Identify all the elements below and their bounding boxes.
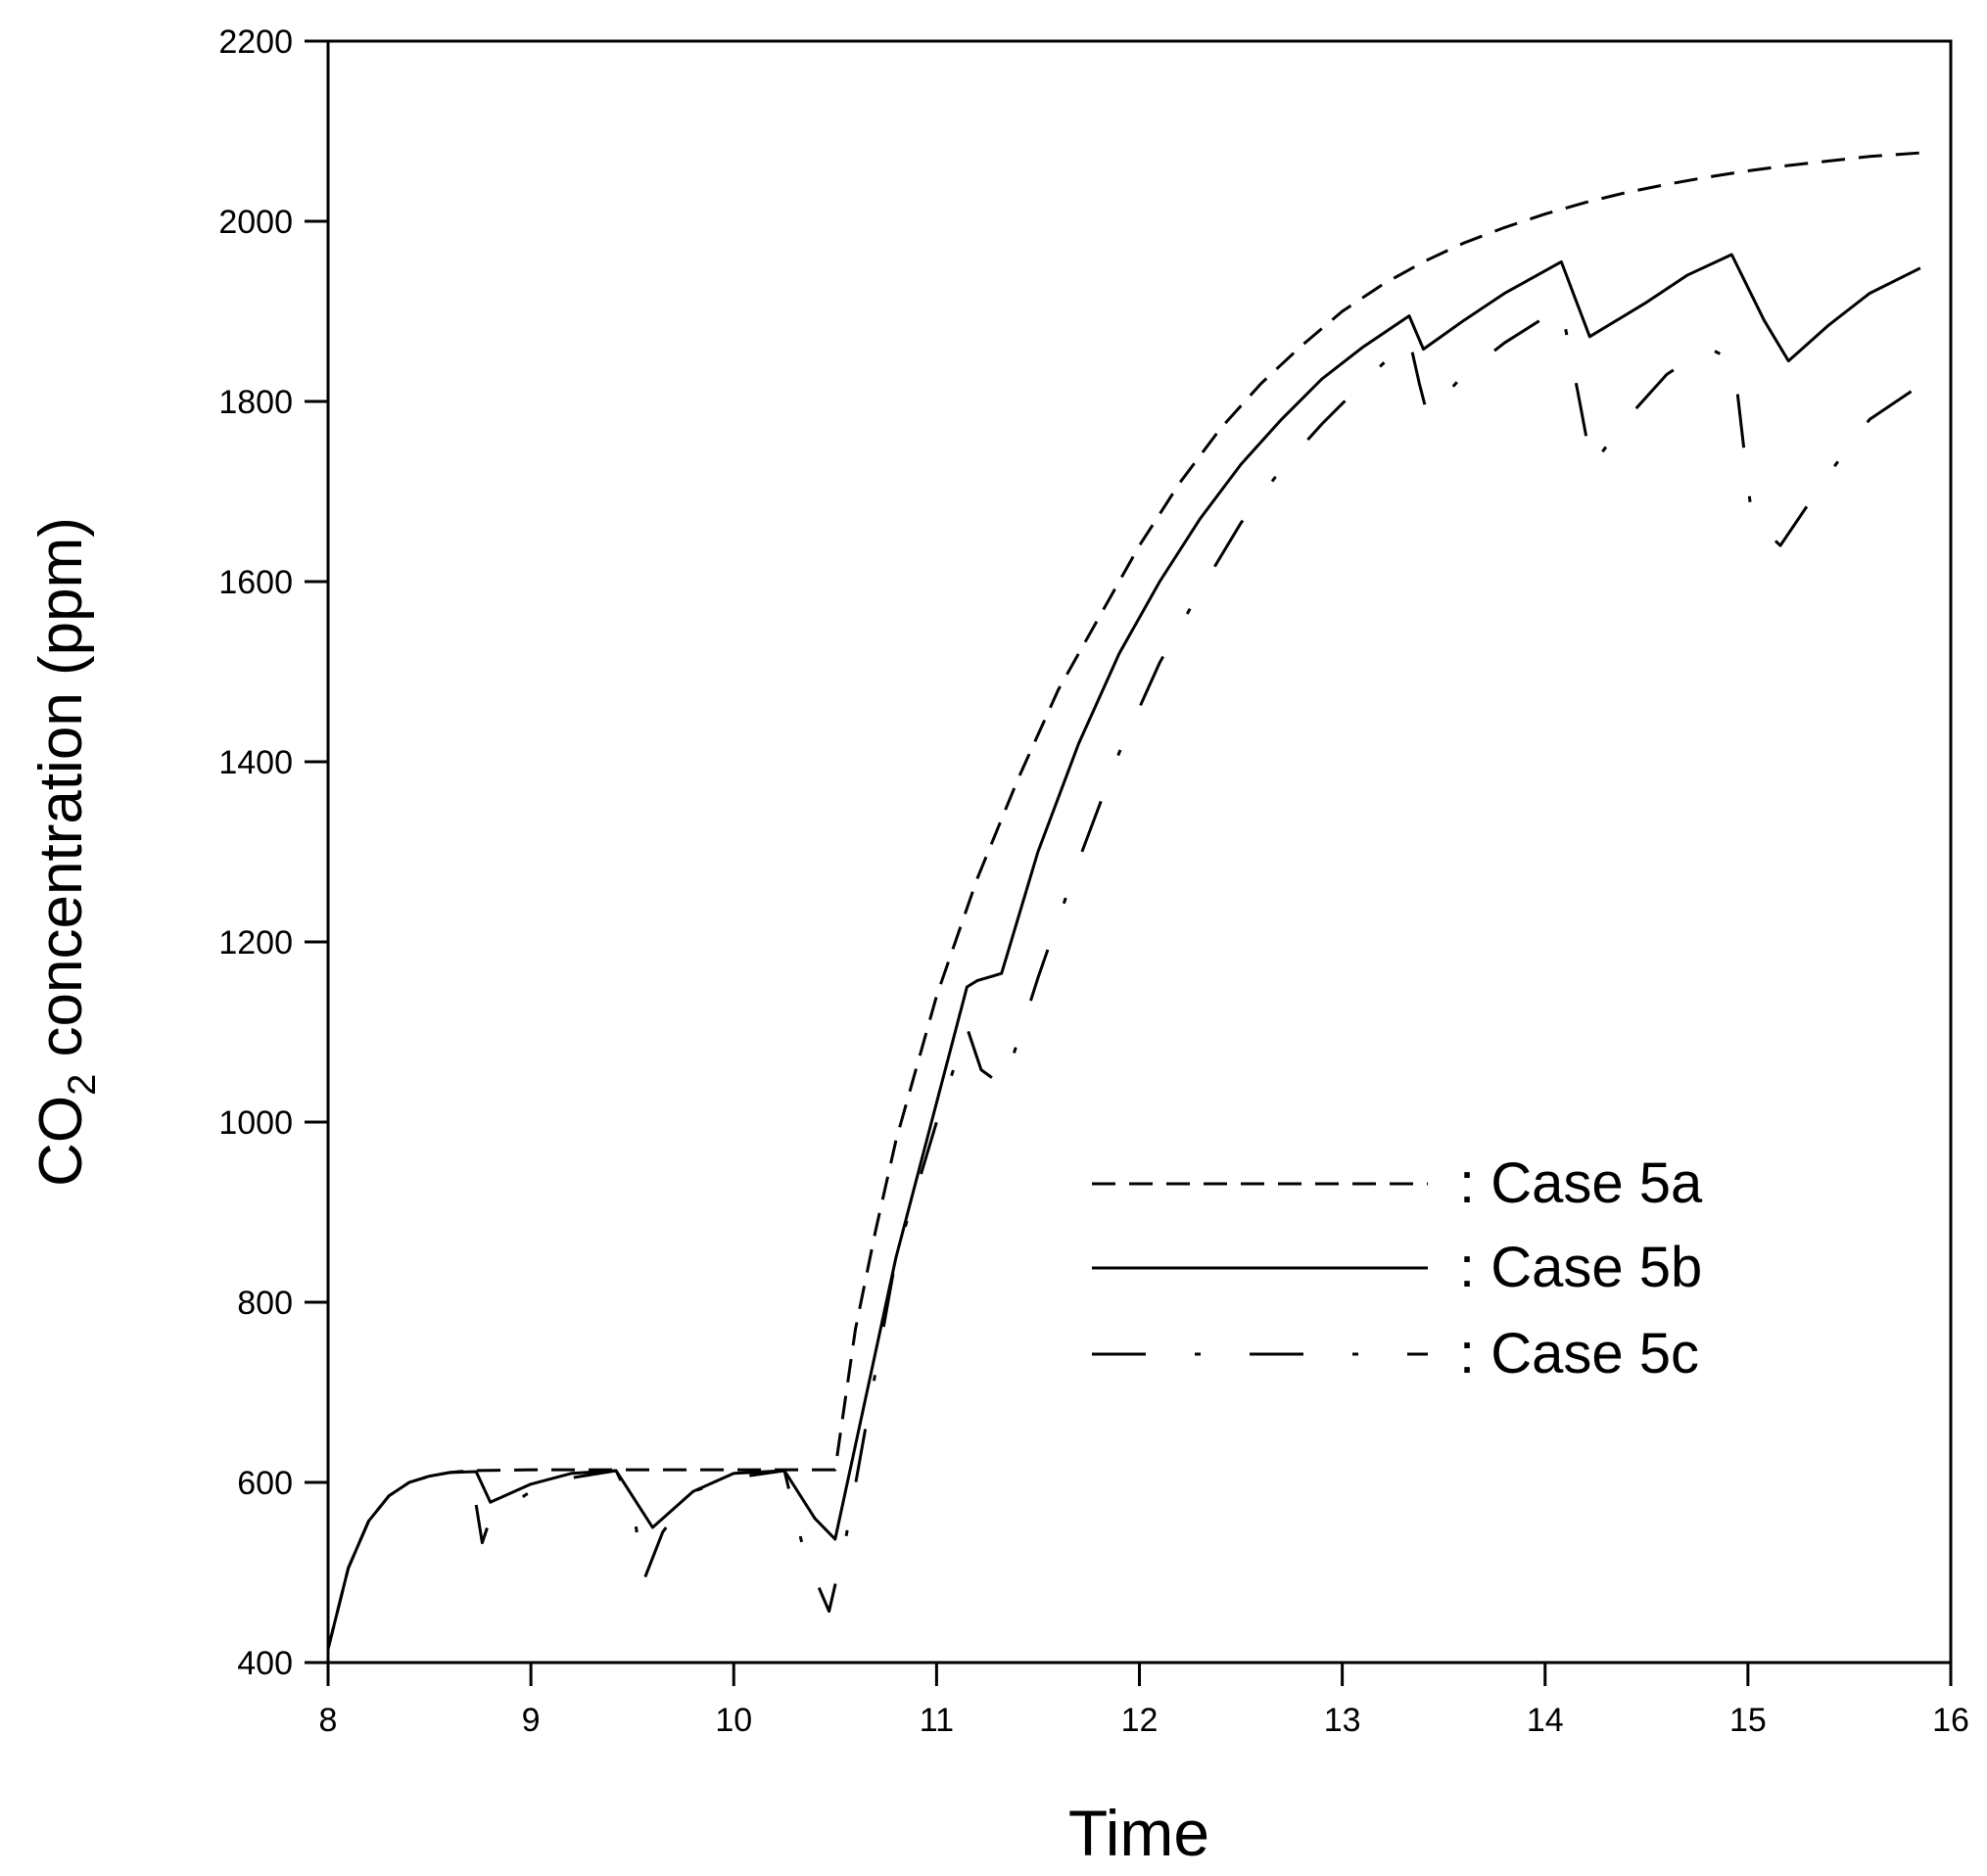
y-tick-label: 1600 [218, 564, 293, 601]
series-line-case-5b [326, 253, 1921, 1650]
y-axis-title: CO2 concentration (ppm) [27, 517, 104, 1187]
series-line-case-5c [474, 305, 1921, 1614]
y-tick-label: 600 [237, 1465, 293, 1502]
legend-label-case-5b: : Case 5b [1459, 1236, 1702, 1299]
x-tick-label: 13 [1324, 1702, 1361, 1739]
y-tick-label: 800 [237, 1285, 293, 1322]
legend: : Case 5a : Case 5b : Case 5c [1092, 1151, 1703, 1385]
series-layer [326, 151, 1921, 1650]
y-axis-title-subscript: 2 [61, 1074, 104, 1096]
y-tick-label: 2000 [218, 204, 293, 241]
x-tick-label: 11 [920, 1702, 954, 1739]
y-tick-label: 1200 [218, 924, 293, 961]
x-tick-label: 10 [715, 1702, 752, 1739]
series-line-case-5a [326, 151, 1921, 1650]
x-tick-label: 16 [1932, 1702, 1969, 1739]
x-axis-ticks: 8 9 10 11 12 13 14 15 16 [319, 1663, 1969, 1739]
y-tick-label: 1000 [218, 1104, 293, 1142]
x-tick-label: 12 [1121, 1702, 1159, 1739]
x-axis-title: Time [1068, 1797, 1209, 1869]
y-tick-label: 2200 [218, 23, 293, 61]
y-tick-label: 1800 [218, 384, 293, 421]
legend-label-case-5a: : Case 5a [1459, 1151, 1703, 1215]
plot-frame [326, 39, 1953, 1665]
x-tick-label: 9 [522, 1702, 541, 1739]
legend-label-case-5c: : Case 5c [1459, 1322, 1699, 1385]
x-tick-label: 15 [1729, 1702, 1767, 1739]
x-tick-label: 14 [1527, 1702, 1564, 1739]
x-tick-label: 8 [319, 1702, 338, 1739]
y-axis-title-main: CO [27, 1096, 95, 1187]
y-axis-ticks: 400 600 800 1000 1200 1400 1600 1800 2000 2200 [218, 23, 328, 1682]
y-tick-label: 1400 [218, 744, 293, 781]
y-tick-label: 400 [237, 1645, 293, 1682]
y-axis-title-rest: concentration (ppm) [27, 517, 95, 1074]
